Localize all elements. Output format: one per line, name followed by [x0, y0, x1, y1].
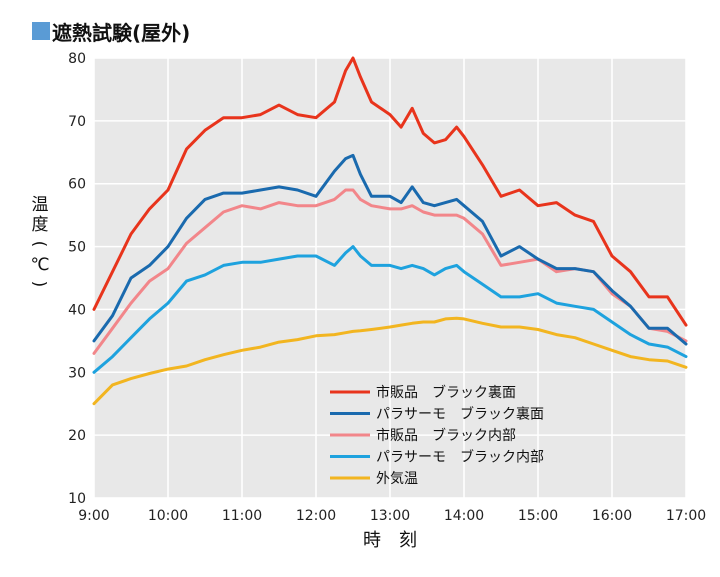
x-tick-label: 9:00: [78, 508, 109, 524]
y-axis-label-char: (: [29, 241, 49, 248]
y-tick-label: 40: [68, 302, 86, 318]
y-tick-label: 70: [68, 114, 86, 130]
legend-label-4: 外気温: [376, 471, 418, 487]
series-line-1: [92, 153, 688, 346]
y-axis-label-char: ℃: [30, 255, 49, 275]
legend-label-2: 市販品 ブラック内部: [376, 427, 516, 444]
y-tick-label: 60: [68, 177, 86, 193]
y-axis-label: 温度 ( ℃): [29, 195, 50, 287]
series-line-0: [92, 56, 688, 327]
legend-label-3: パラサーモ ブラック内部: [376, 449, 544, 466]
x-tick-label: 14:00: [444, 508, 484, 524]
x-tick-label: 16:00: [592, 508, 632, 524]
y-axis-label-char: 温: [32, 195, 49, 215]
y-tick-label: 10: [68, 491, 86, 507]
y-axis-label-char: ): [29, 281, 49, 288]
x-tick-label: 13:00: [370, 508, 410, 524]
y-tick-label: 30: [68, 365, 86, 381]
y-tick-label: 20: [68, 428, 86, 444]
x-tick-label: 15:00: [518, 508, 558, 524]
series-line-3: [92, 245, 688, 374]
chart-title: 遮熱試験(屋外): [52, 21, 190, 45]
grid-layer: [93, 57, 687, 499]
x-tick-label: 10:00: [148, 508, 188, 524]
series-line-4: [92, 316, 688, 406]
x-tick-label: 17:00: [666, 508, 706, 524]
y-axis-label-char: 度: [32, 215, 49, 235]
legend-label-0: 市販品 ブラック裏面: [376, 384, 516, 401]
x-axis-label: 時 刻: [363, 530, 417, 551]
y-tick-label: 50: [68, 240, 86, 256]
y-tick-label: 80: [68, 51, 86, 67]
title-square-icon: [32, 22, 50, 40]
y-axis-ticks: 80 70 60 50 40 30 20 10: [68, 51, 86, 507]
x-tick-label: 11:00: [222, 508, 262, 524]
x-axis-ticks: 9:00 10:00 11:00 12:00 13:00 14:00 15:00 16:00 1…: [78, 508, 706, 524]
series-layer: [92, 56, 688, 406]
x-tick-label: 12:00: [296, 508, 336, 524]
legend-label-1: パラサーモ ブラック裏面: [376, 406, 544, 423]
